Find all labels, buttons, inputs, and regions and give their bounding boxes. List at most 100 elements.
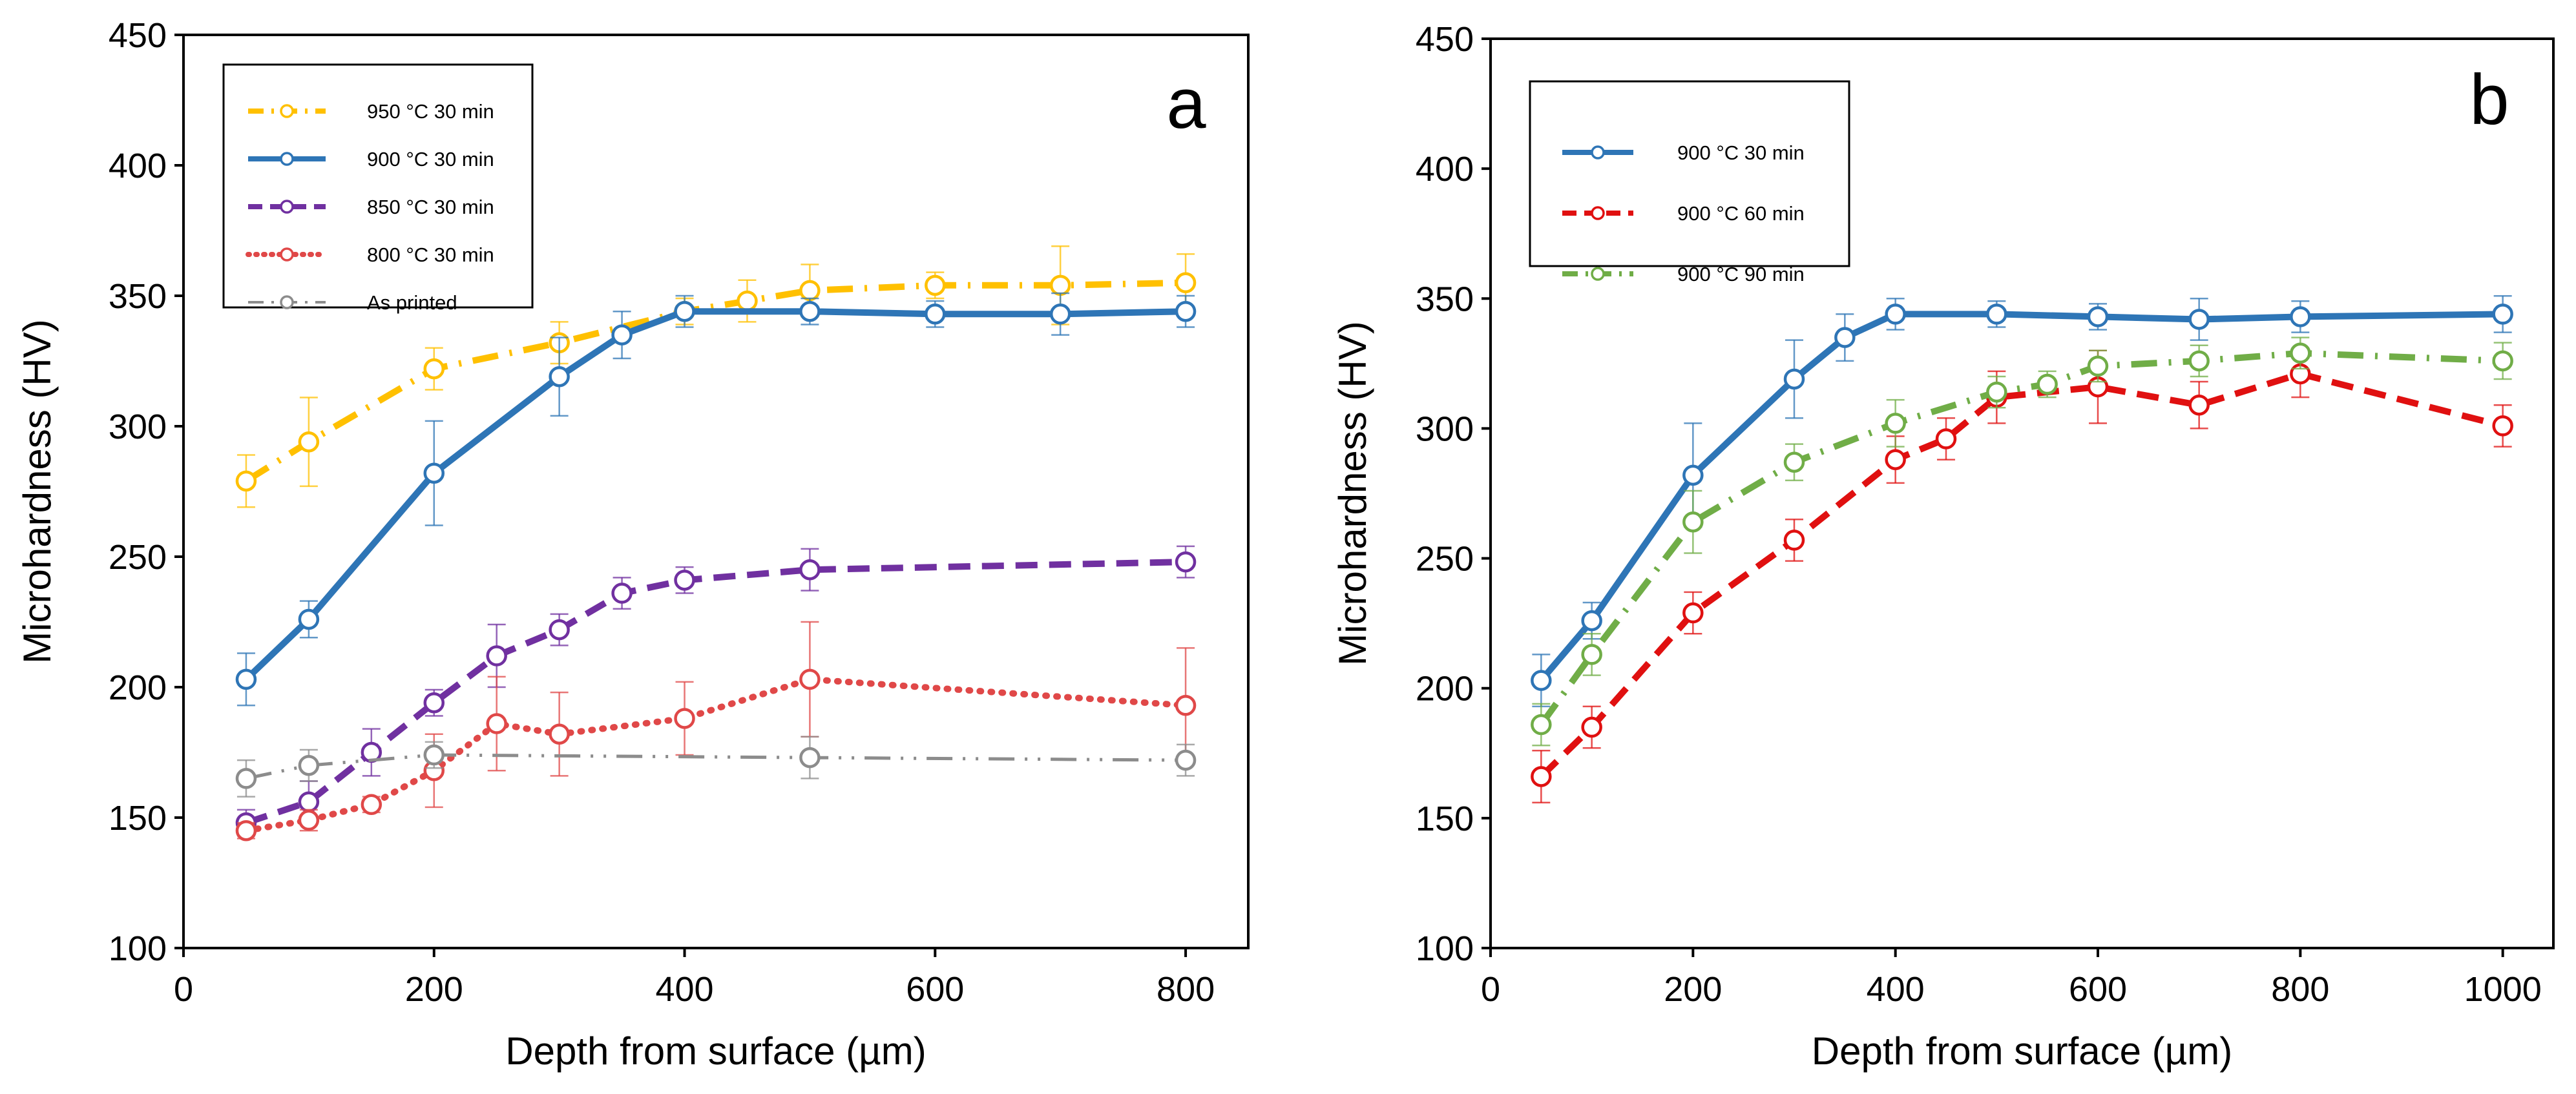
panel-b-data-point [1783,530,1805,551]
panel-b-x-tick-label: 800 [2271,970,2329,1009]
panel-a-legend-label: 950 °C 30 min [367,100,494,123]
panel-b-data-point [1885,304,1906,325]
panel-a-legend-item: 800 °C 30 min [246,243,494,266]
panel-b-data-point [2188,350,2210,372]
panel-a-series-layer [235,245,1197,841]
panel-a-legend-item: 950 °C 30 min [248,100,494,123]
panel-b-data-point [2188,309,2210,330]
panel-b-x-axis-title: Depth from surface (µm) [1812,1029,2232,1073]
panel-a-data-point [298,791,320,813]
panel-a-chart: 100 150 200 250 300 350 400 450 0 200 400 600 800 De… [16,16,1250,1073]
panel-a-data-point [674,300,695,322]
panel-b-data-point [1682,602,1704,624]
panel-b-data-point [1834,327,1856,348]
panel-a-legend-label: As printed [367,291,457,314]
panel-a-data-point [925,274,946,296]
panel-b-y-tick-label: 200 [1416,670,1474,708]
panel-b-series-1 [1531,295,2513,708]
panel-a-label: a [1166,64,1206,143]
panel-a-data-point [611,583,633,604]
panel-a-data-point [1175,272,1197,294]
panel-b-legend-item: 900 °C 60 min [1562,202,1805,225]
panel-a-plot-frame [182,34,1250,949]
panel-b-data-point [2188,394,2210,416]
panel-b-data-point [1531,670,1552,691]
panel-b-data-point [1986,381,2007,403]
panel-a-series-line [244,308,1186,682]
panel-a-data-point [1175,300,1197,322]
panel-b-x-tick-label: 0 [1481,970,1500,1009]
panel-a-x-axis-title: Depth from surface (µm) [505,1029,926,1073]
panel-b-series-layer [1531,295,2513,803]
panel-a-legend-item: 850 °C 30 min [248,196,494,218]
panel-a-series-5 [235,736,1197,798]
panel-b-x-tick-label: 600 [2069,970,2127,1009]
panel-b-data-point [2492,350,2513,372]
panel-b-legend-marker [1591,145,1605,160]
panel-a-x-tick-label: 200 [405,970,463,1009]
panel-a-y-tick-label: 400 [109,147,167,185]
panel-b-data-point [1885,449,1906,470]
panel-b-data-point [1581,716,1602,738]
panel-b-data-point [2492,304,2513,325]
panel-a-data-point [799,280,821,302]
panel-a-data-point [298,431,320,453]
panel-a-series-2 [235,292,1197,707]
panel-a-data-point [611,324,633,346]
panel-a-data-point [799,559,821,581]
panel-a-legend-marker [280,200,294,214]
panel-b-legend-item: 900 °C 90 min [1562,263,1805,285]
panel-b-data-point [2290,342,2311,364]
panel-a-data-point [298,809,320,831]
panel-b-data-point [1783,451,1805,473]
panel-a-data-point [1049,304,1071,325]
panel-a-data-point [549,366,570,387]
panel-b-y-tick-label: 250 [1416,540,1474,579]
panel-b-chart: 100 150 200 250 300 350 400 450 0 200 400 600 800 100… [1331,20,2555,1073]
panel-a-data-point [235,470,257,492]
panel-b-x-tick-label: 1000 [2464,970,2542,1009]
panel-a-y-axis-title: Microhardness (HV) [16,319,59,663]
panel-a-x-tick-label: 400 [655,970,713,1009]
panel-b-data-point [1935,428,1957,449]
panel-a-y-tick-label: 300 [109,408,167,446]
panel-a-legend-item: As printed [248,291,457,314]
panel-a-legend-marker [280,247,294,262]
panel-b-legend-box [1529,80,1850,267]
panel-a-legend-box [222,63,534,309]
panel-a-data-point [298,608,320,630]
panel-a-x-tick-label: 600 [906,970,964,1009]
panel-a-y-tick-label: 350 [109,277,167,316]
panel-a-legend-marker [280,295,294,309]
panel-b-data-point [2290,306,2311,327]
panel-a-data-point [1175,749,1197,771]
panel-a-data-point [799,747,821,769]
panel-b-x-tick-label: 200 [1664,970,1722,1009]
panel-b-label: b [2469,60,2509,139]
panel-b-plot-frame [1489,37,2555,949]
panel-a-y-tick-label: 200 [109,668,167,707]
panel-a-series-line [245,559,1186,826]
panel-b-legend-label: 900 °C 30 min [1677,141,1805,164]
panel-a-y-tick-label: 450 [109,16,167,55]
panel-a-data-point [799,300,821,322]
panel-a-data-point [925,304,946,325]
panel-b-y-tick-label: 450 [1416,20,1474,59]
panel-b-legend: 900 °C 30 min 900 °C 60 min 900 °C 90 min [1529,80,1850,285]
panel-b-series-line [1538,370,2504,779]
panel-b-y-tick-label: 150 [1416,800,1474,838]
panel-a-data-point [486,713,507,734]
panel-b-y-tick-label: 400 [1416,150,1474,189]
panel-a-series-3 [235,545,1197,837]
panel-b-y-tick-label: 300 [1416,409,1474,448]
panel-a-data-point [549,619,570,641]
panel-b-data-point [2492,415,2513,437]
panel-b-legend-marker [1591,206,1605,220]
panel-b-series-3 [1531,336,2513,747]
panel-a-data-point [423,744,445,766]
panel-a-ticks: 100 150 200 250 300 350 400 450 0 200 400 600 800 [109,16,1215,1009]
panel-b-y-axis-title: Microhardness (HV) [1331,321,1374,665]
panel-b-y-tick-label: 100 [1416,929,1474,968]
panel-a-x-tick-label: 800 [1157,970,1215,1009]
